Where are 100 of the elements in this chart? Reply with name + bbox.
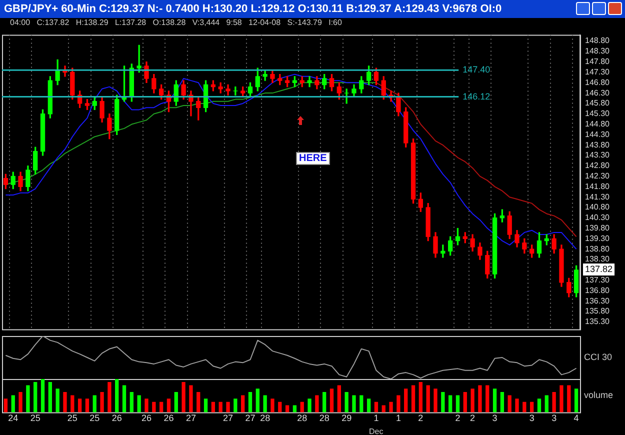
bar (248, 392, 252, 412)
bar (234, 398, 238, 412)
bar (374, 402, 378, 412)
bar (360, 395, 364, 412)
bar (418, 382, 423, 412)
candlestick (344, 88, 349, 104)
y-axis-title: CCI 30 (584, 352, 612, 362)
bar (256, 388, 260, 412)
bar (100, 392, 104, 412)
bar (478, 385, 482, 412)
bar (166, 398, 171, 412)
bar (500, 392, 504, 412)
bar (189, 385, 193, 412)
bar (34, 382, 38, 412)
bar (552, 392, 556, 412)
y-tick-label: 145.30 (585, 109, 610, 118)
x-tick-label: 25 (90, 413, 100, 424)
bar (241, 395, 245, 412)
x-tick-label: 24 (8, 413, 18, 424)
y-tick-label: 147.30 (585, 67, 610, 76)
y-tick-label: 139.80 (585, 223, 610, 232)
x-tick-label: 27 (186, 413, 196, 424)
bar (137, 395, 141, 412)
y-tick-label: 135.80 (585, 306, 610, 316)
x-tick-label: 3 (529, 413, 534, 424)
y-tick-label: 136.80 (585, 286, 610, 295)
x-tick-label: 28 (260, 413, 270, 424)
y-tick-label: 140.30 (585, 213, 610, 222)
bar (530, 402, 534, 412)
bar (108, 382, 112, 412)
x-tick-label: 2 (418, 413, 424, 424)
bar (515, 398, 519, 412)
y-tick-label: 146.80 (585, 78, 610, 87)
x-tick-label: 3 (492, 413, 498, 424)
bar (56, 388, 60, 412)
y-tick-label: 137.30 (585, 276, 610, 285)
x-tick-label: 1 (396, 413, 401, 424)
bar (115, 379, 119, 412)
bar (448, 395, 452, 412)
x-tick-label: 28 (319, 413, 330, 424)
annotation: HERE (296, 152, 330, 165)
bar (322, 392, 326, 412)
candlestick (233, 86, 238, 96)
bar (40, 379, 45, 412)
y-tick-label: 139.30 (585, 234, 610, 243)
bar (70, 395, 74, 412)
bar (567, 385, 571, 412)
bar (308, 398, 312, 412)
y-tick-label: 141.30 (585, 192, 610, 202)
bar (389, 402, 393, 412)
bar (315, 395, 319, 412)
bar (130, 392, 134, 412)
bar (278, 402, 282, 412)
chart-subtitle: 04:00 C:137.82 H:138.29 L:137.28 O:138.28 V:3,444 9:58 12-04-08 S:-143.79 I:60 (9, 18, 343, 28)
y-tick-label: 146.30 (585, 88, 610, 98)
bar (456, 395, 460, 412)
bar (174, 392, 178, 412)
bar (382, 405, 386, 412)
y-tick-label: 148.80 (585, 36, 610, 46)
text: Dec (369, 427, 384, 435)
bar (196, 392, 200, 412)
y-tick-label: 145.80 (585, 98, 610, 108)
bar (404, 388, 408, 412)
x-tick-label: 28 (297, 413, 308, 424)
chart-title: GBP/JPY+ 60-Min C:129.37 N:- 0.7400 H:130.20 L:129.12 O:130.11 B:129.37 A:129.43 V:9678 OI:0 (4, 3, 502, 15)
y-tick-label: 142.30 (585, 171, 610, 180)
x-tick-label: 2 (470, 413, 476, 424)
bar (144, 398, 148, 412)
bar (352, 395, 356, 412)
bar (63, 392, 67, 412)
ref-line-label: 146.12 (462, 91, 490, 102)
bar (344, 392, 348, 412)
y-axis-title: volume (584, 390, 614, 400)
x-tick-label: 3 (552, 413, 557, 424)
y-tick-label: 135.30 (585, 317, 610, 326)
bar (152, 402, 156, 412)
x-tick-label: 26 (112, 413, 122, 424)
bar (463, 392, 467, 412)
bar (441, 392, 445, 412)
bar (204, 398, 208, 412)
y-tick-label: 140.80 (585, 202, 610, 212)
x-tick-label: 29 (342, 413, 352, 424)
bar (263, 395, 267, 412)
y-tick-label: 138.80 (585, 244, 610, 254)
y-tick-label: 144.30 (585, 130, 610, 139)
bar (522, 402, 526, 412)
bar (26, 385, 30, 412)
y-tick-label: 136.30 (585, 296, 610, 306)
bar (270, 398, 274, 412)
bar (426, 385, 430, 412)
bar (78, 398, 82, 412)
bar (492, 388, 497, 412)
bar (182, 382, 186, 412)
bar (4, 398, 8, 412)
ref-line-label: 147.40 (462, 64, 490, 75)
bar (300, 402, 304, 412)
bar (226, 402, 230, 412)
bar (122, 385, 126, 412)
bar (366, 398, 371, 412)
bar (470, 388, 474, 412)
